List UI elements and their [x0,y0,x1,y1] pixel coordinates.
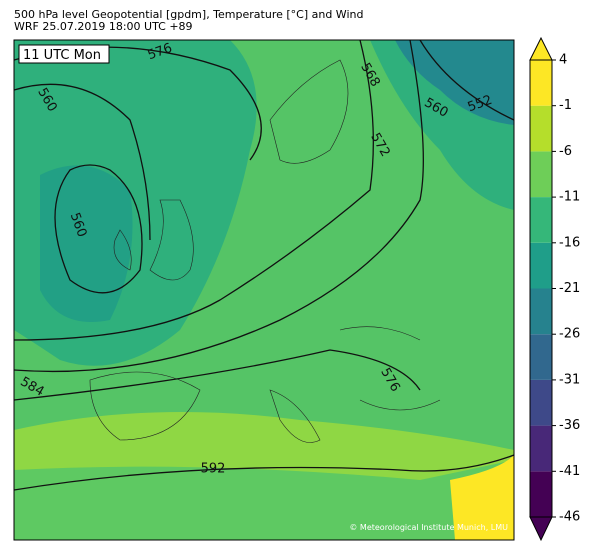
colorbar-tick-label: -36 [559,418,580,433]
colorbar-tick-label: -6 [559,144,572,159]
time-label: 11 UTC Mon [23,48,101,63]
colorbar-tick-label: 4 [559,53,567,68]
colorbar-tick-label: -11 [559,190,580,205]
colorbar-band [530,425,552,472]
colorbar-band [530,105,552,152]
colorbar-tick-label: -46 [559,510,580,525]
colorbar-band [530,288,552,335]
colorbar-tick-label: -1 [559,98,572,113]
colorbar: -46 -41 -36 -31 -26 -21 -16 -11 -6 -1 4 [529,36,580,542]
subtitle: WRF 25.07.2019 18:00 UTC +89 [14,20,193,33]
colorbar-band [530,242,552,289]
colorbar-tick-label: -16 [559,235,580,250]
credit: © Meteorological Institute Munich, LMU [349,523,508,532]
colorbar-extend-bottom [529,516,553,542]
colorbar-tick-label: -26 [559,327,580,342]
colorbar-tick-label: -31 [559,372,580,387]
colorbar-tick-label: -21 [559,281,580,296]
colorbar-band [530,334,552,380]
colorbar-extend-top [529,36,553,61]
colorbar-band [530,471,552,517]
title: 500 hPa level Geopotential [gpdm], Tempe… [14,8,363,21]
colorbar-band [530,379,552,426]
contour-label: 592 [201,462,226,477]
colorbar-band [530,60,552,106]
colorbar-tick-label: -41 [559,464,580,479]
colorbar-band [530,151,552,198]
colorbar-band [530,197,552,243]
